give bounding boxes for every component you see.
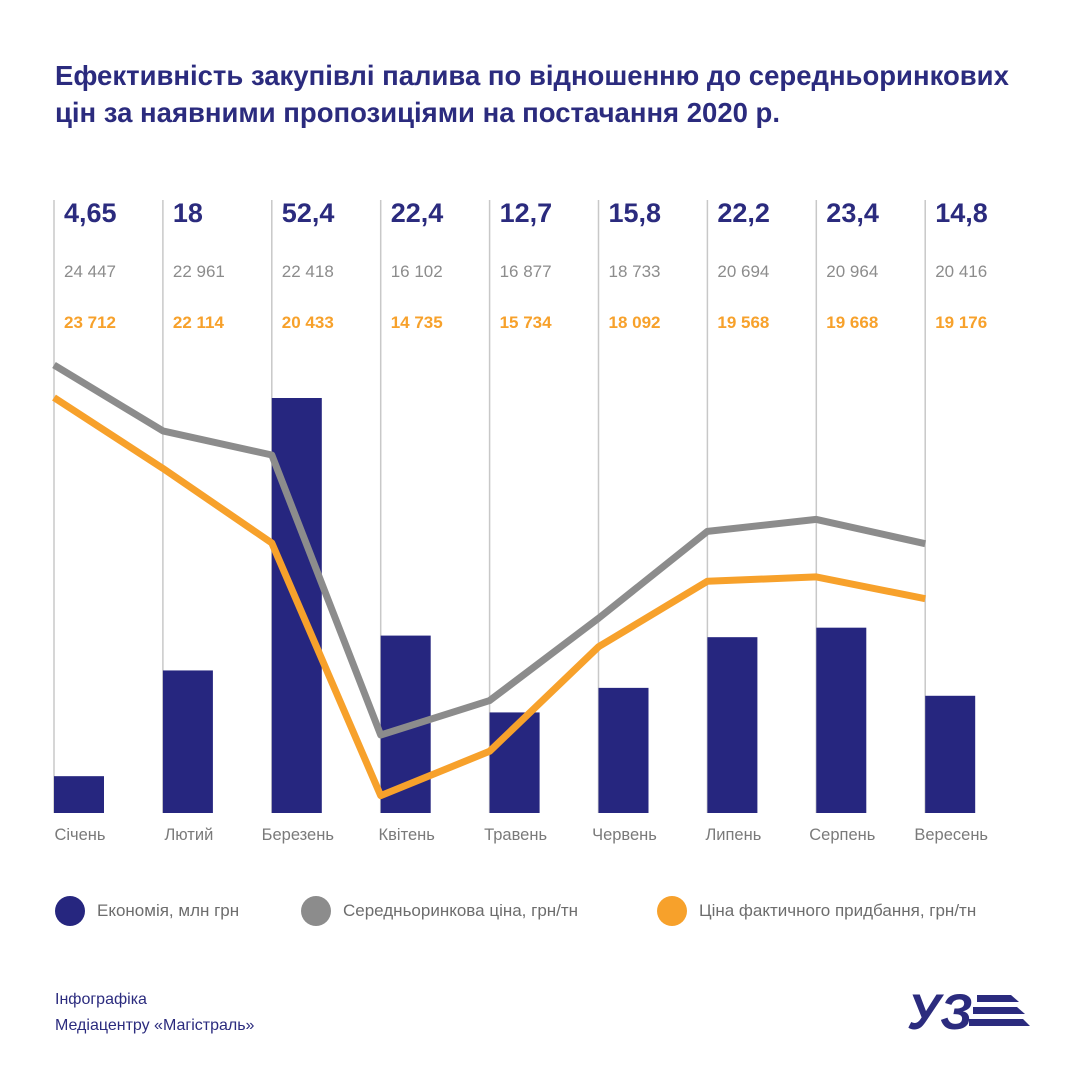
x-tick-label-5: Червень [592,826,657,844]
label-savings-0: 4,65 [64,198,117,228]
chart-title: Ефективність закупівлі палива по відноше… [55,58,1045,131]
legend-label-market-price: Середньоринкова ціна, грн/тн [343,901,579,920]
label-savings-6: 22,2 [717,198,770,228]
label-market-price-5: 18 733 [609,262,661,281]
label-actual-price-6: 19 568 [717,313,769,332]
label-market-price-6: 20 694 [717,262,769,281]
label-market-price-7: 20 964 [826,262,878,281]
legend: Економія, млн грн Середньоринкова ціна, … [0,896,1080,936]
label-market-price-3: 16 102 [391,262,443,281]
label-market-price-1: 22 961 [173,262,225,281]
uz-logo-text: УЗ [907,985,972,1035]
legend-dot-market-price [301,896,331,926]
x-tick-label-2: Березень [262,826,334,844]
legend-item-actual-price: Ціна фактичного придбання, грн/тн [657,896,976,926]
footer-credit: Інфографіка Медіацентру «Магістраль» [55,987,254,1038]
label-actual-price-3: 14 735 [391,313,443,332]
x-tick-label-3: Квітень [379,826,435,844]
label-actual-price-4: 15 734 [500,313,553,332]
legend-label-savings: Економія, млн грн [97,901,240,920]
label-market-price-4: 16 877 [500,262,552,281]
x-tick-label-6: Липень [705,826,761,844]
uz-logo-stripes [969,995,1030,1026]
footer-credit-line-2: Медіацентру «Магістраль» [55,1016,255,1034]
label-market-price-0: 24 447 [64,262,116,281]
label-savings-5: 15,8 [609,198,662,228]
label-actual-price-5: 18 092 [609,313,661,332]
label-savings-2: 52,4 [282,198,335,228]
x-tick-label-8: Вересень [914,826,988,844]
bar-savings-6 [707,637,758,813]
bar-savings-1 [162,670,213,813]
label-savings-7: 23,4 [826,198,879,228]
label-actual-price-7: 19 668 [826,313,878,332]
label-actual-price-8: 19 176 [935,313,987,332]
x-tick-label-7: Серпень [809,826,875,844]
x-tick-label-1: Лютий [164,826,213,844]
line-actual-price [52,394,926,800]
label-actual-price-2: 20 433 [282,313,334,332]
legend-dot-savings [55,896,85,926]
label-savings-3: 22,4 [391,198,444,228]
line-market-price [52,362,926,739]
chart-title-line-1: Ефективність закупівлі палива по відноше… [55,60,1009,91]
label-market-price-8: 20 416 [935,262,987,281]
legend-dot-actual-price [657,896,687,926]
label-savings-8: 14,8 [935,198,988,228]
x-tick-label-4: Травень [484,826,547,844]
bar-savings-8 [925,695,976,813]
bar-savings-0 [54,776,104,813]
label-savings-1: 18 [173,198,203,228]
label-market-price-2: 22 418 [282,262,334,281]
label-actual-price-0: 23 712 [64,313,116,332]
chart-canvas: 4,65 24 447 23 712 Січень 18 22 961 22 114 Люти… [52,198,988,844]
x-tick-label-0: Січень [54,826,105,844]
footer-credit-line-1: Інфографіка [55,991,147,1008]
chart-title-line-2: цін за наявними пропозиціями на постачан… [55,96,780,128]
bar-savings-5 [598,687,649,813]
uz-logo: УЗ [907,985,1030,1035]
label-actual-price-1: 22 114 [173,313,225,332]
label-savings-4: 12,7 [500,198,553,228]
bar-savings-7 [816,627,867,813]
legend-item-market-price: Середньоринкова ціна, грн/тн [301,896,578,926]
legend-label-actual-price: Ціна фактичного придбання, грн/тн [699,901,977,920]
legend-item-savings: Економія, млн грн [55,896,239,926]
